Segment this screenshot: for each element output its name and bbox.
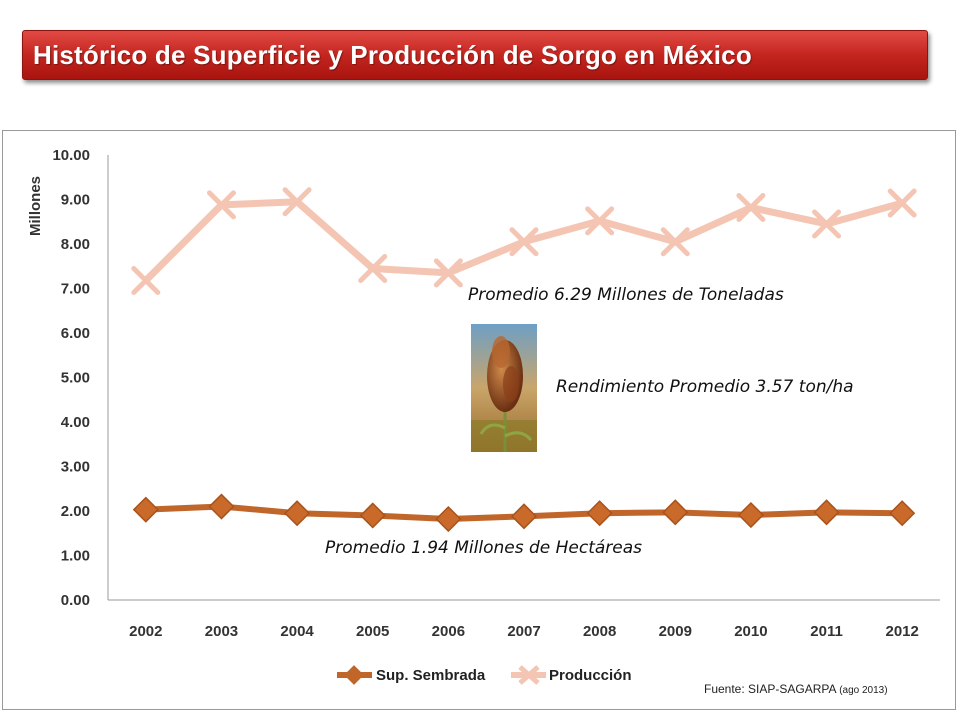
y-tick-label: 10.00 xyxy=(52,147,90,164)
yield-average-annotation: Rendimiento Promedio 3.57 ton/ha xyxy=(556,377,854,397)
x-tick-label: 2005 xyxy=(356,623,389,640)
y-axis-label: Millones xyxy=(27,176,44,236)
y-tick-label: 3.00 xyxy=(61,459,90,476)
legend: Sup. Sembrada Producción xyxy=(337,665,632,685)
y-tick-label: 5.00 xyxy=(61,370,90,387)
marker-sup-sembrada xyxy=(889,500,916,527)
marker-sup-sembrada xyxy=(435,505,462,533)
marker-produccion xyxy=(358,253,388,283)
marker-produccion xyxy=(206,190,236,220)
x-tick-label: 2002 xyxy=(129,623,162,640)
x-tick-label: 2004 xyxy=(280,623,314,640)
marker-produccion xyxy=(887,188,917,218)
x-tick-label: 2006 xyxy=(432,623,465,640)
marker-produccion xyxy=(131,265,161,295)
y-tick-label: 6.00 xyxy=(61,325,90,342)
marker-produccion xyxy=(282,187,312,217)
y-tick-label: 1.00 xyxy=(61,548,90,565)
marker-sup-sembrada xyxy=(510,503,538,530)
y-tick-label: 9.00 xyxy=(61,192,90,209)
y-tick-label: 4.00 xyxy=(61,414,90,431)
marker-sup-sembrada xyxy=(359,502,386,529)
legend-marker-sup-sembrada xyxy=(344,665,364,685)
y-axis-ticks: 0.00 1.00 2.00 3.00 4.00 5.00 6.00 7.00 8.00 9.00… xyxy=(52,147,90,609)
sorghum-image xyxy=(471,324,537,452)
series-markers xyxy=(131,187,917,533)
title-banner: Histórico de Superficie y Producción de … xyxy=(22,30,928,80)
x-axis-ticks: 2002 2003 2004 2005 2006 2007 2008 2009 2010 2011… xyxy=(129,623,919,640)
x-tick-label: 2011 xyxy=(810,623,843,640)
marker-sup-sembrada xyxy=(208,493,235,520)
marker-sup-sembrada xyxy=(132,496,159,523)
marker-produccion xyxy=(433,258,463,288)
x-tick-label: 2007 xyxy=(507,623,540,640)
marker-sup-sembrada xyxy=(662,499,689,526)
chart-frame xyxy=(2,130,956,710)
y-tick-label: 7.00 xyxy=(61,281,90,298)
marker-produccion xyxy=(660,227,690,257)
y-tick-label: 0.00 xyxy=(61,592,90,609)
marker-sup-sembrada xyxy=(813,499,840,526)
legend-label-produccion: Producción xyxy=(549,667,632,684)
marker-sup-sembrada xyxy=(284,500,311,527)
x-tick-label: 2010 xyxy=(734,623,767,640)
source-note: Fuente: SIAP-SAGARPA (ago 2013) xyxy=(704,682,888,696)
y-tick-label: 2.00 xyxy=(61,503,90,520)
y-tick-label: 8.00 xyxy=(61,236,90,253)
source-date: (ago 2013) xyxy=(839,685,888,696)
marker-sup-sembrada xyxy=(586,500,613,527)
legend-marker-produccion xyxy=(518,665,540,685)
x-tick-label: 2012 xyxy=(885,623,918,640)
legend-label-sup-sembrada: Sup. Sembrada xyxy=(376,667,486,684)
marker-sup-sembrada xyxy=(737,501,764,529)
x-tick-label: 2003 xyxy=(205,623,238,640)
area-average-annotation: Promedio 1.94 Millones de Hectáreas xyxy=(325,538,642,558)
page-title: Histórico de Superficie y Producción de … xyxy=(33,39,752,70)
marker-produccion xyxy=(509,227,539,257)
source-label: Fuente: SIAP-SAGARPA xyxy=(704,682,836,696)
production-average-annotation: Promedio 6.29 Millones de Toneladas xyxy=(468,285,784,305)
marker-produccion xyxy=(812,209,842,239)
marker-produccion xyxy=(585,206,615,236)
x-tick-label: 2008 xyxy=(583,623,616,640)
x-tick-label: 2009 xyxy=(659,623,692,640)
marker-produccion xyxy=(736,193,766,223)
axes xyxy=(107,155,940,601)
